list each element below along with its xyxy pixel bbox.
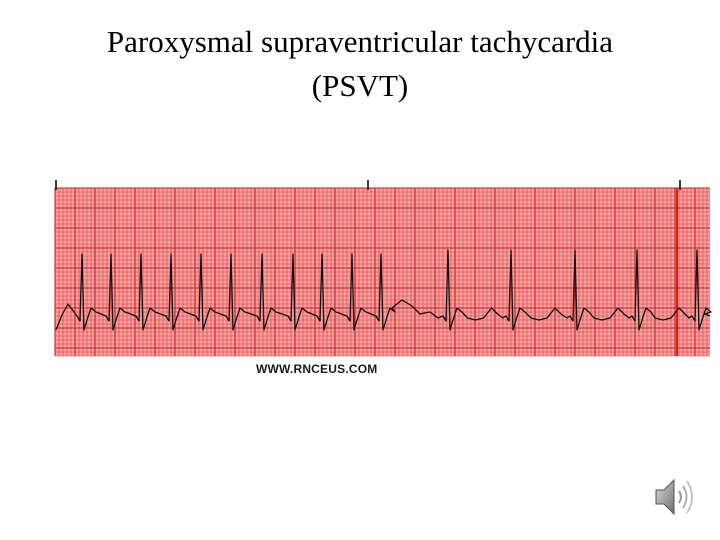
ecg-credit: WWW.RNCEUS.COM	[256, 362, 378, 376]
ecg-time-markers	[55, 180, 681, 190]
slide-title: Paroxysmal supraventricular tachycardia …	[0, 20, 720, 108]
speaker-icon[interactable]	[652, 474, 696, 520]
ecg-trace	[55, 249, 712, 331]
slide-title-line-2: (PSVT)	[311, 68, 409, 103]
slide-title-line-1: Paroxysmal supraventricular tachycardia	[106, 24, 614, 59]
